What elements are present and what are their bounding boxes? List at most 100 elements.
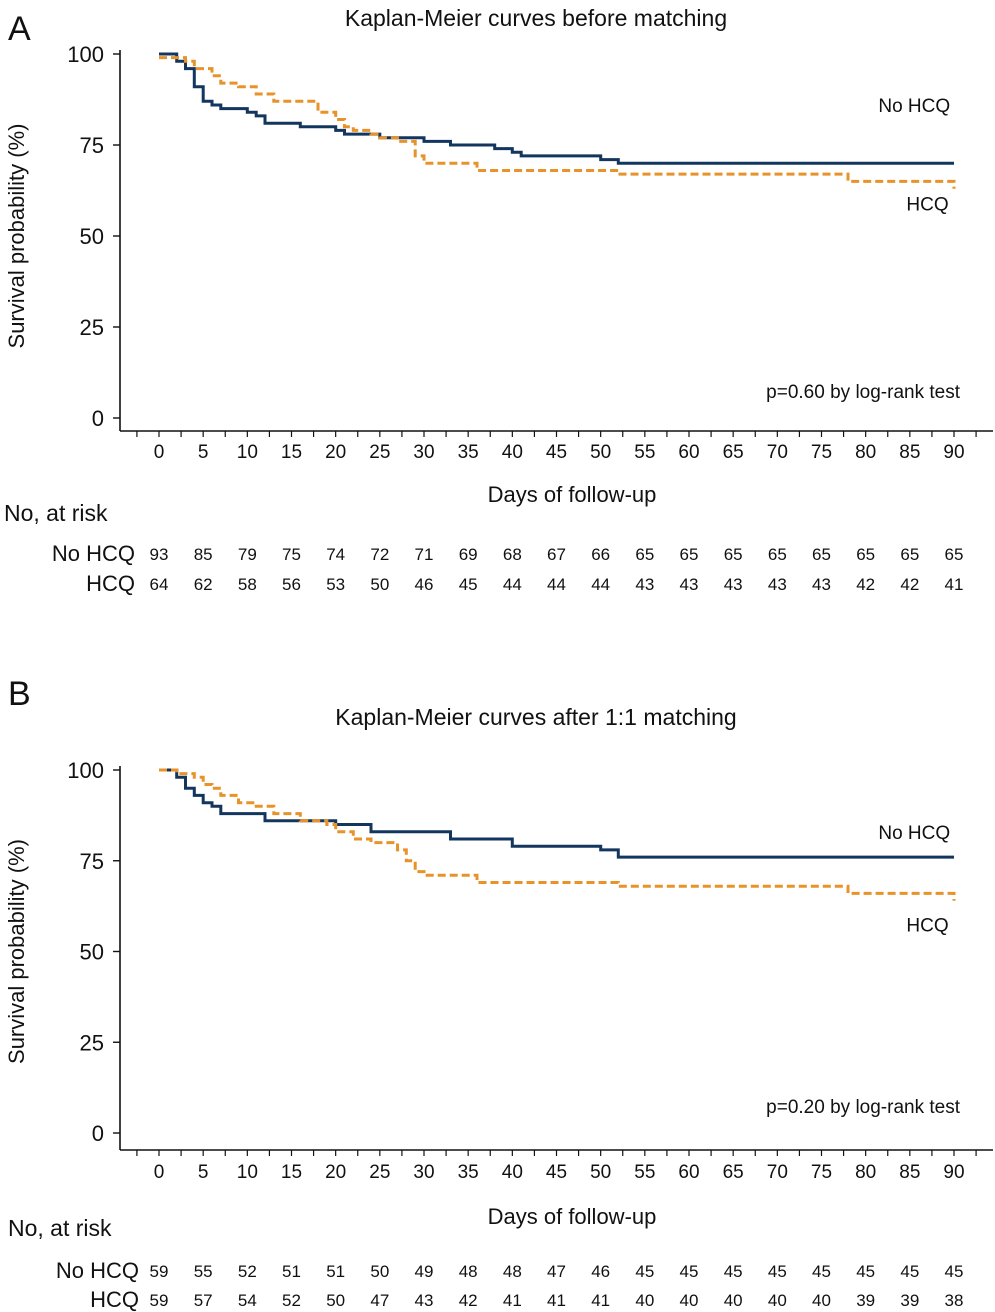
at-risk-value: 40: [680, 1291, 699, 1310]
x-tick-label: 25: [369, 1162, 390, 1183]
y-tick-label: 75: [80, 133, 104, 158]
at-risk-value: 41: [591, 1291, 610, 1310]
at-risk-value: 62: [194, 575, 213, 594]
at-risk-value: 52: [282, 1291, 301, 1310]
x-tick-label: 15: [281, 442, 302, 463]
at-risk-value: 68: [503, 545, 522, 564]
at-risk-value: 45: [680, 1262, 699, 1281]
at-risk-value: 45: [635, 1262, 654, 1281]
at-risk-value: 75: [282, 545, 301, 564]
x-tick-label: 60: [678, 442, 699, 463]
x-tick-label: 50: [590, 1162, 611, 1183]
at-risk-value: 67: [547, 545, 566, 564]
x-tick-label: 20: [325, 442, 346, 463]
x-tick-label: 20: [325, 1162, 346, 1183]
at-risk-value: 58: [238, 575, 257, 594]
at-risk-value: 65: [945, 545, 964, 564]
x-tick-label: 40: [502, 442, 523, 463]
at-risk-value: 55: [194, 1262, 213, 1281]
series-label: HCQ: [906, 916, 948, 937]
at-risk-value: 72: [370, 545, 389, 564]
x-tick-label: 90: [943, 442, 964, 463]
x-tick-label: 40: [502, 1162, 523, 1183]
y-tick-label: 75: [80, 849, 104, 874]
at-risk-value: 48: [503, 1262, 522, 1281]
at-risk-value: 41: [503, 1291, 522, 1310]
series-label: No HCQ: [878, 823, 950, 844]
y-tick-label: 25: [80, 1030, 104, 1055]
at-risk-value: 39: [856, 1291, 875, 1310]
at-risk-value: 49: [415, 1262, 434, 1281]
x-tick-label: 75: [811, 442, 832, 463]
at-risk-value: 41: [945, 575, 964, 594]
y-tick-label: 100: [67, 758, 104, 783]
at-risk-value: 65: [724, 545, 743, 564]
at-risk-value: 40: [635, 1291, 654, 1310]
chart-title: Kaplan-Meier curves after 1:1 matching: [335, 704, 736, 730]
at-risk-value: 39: [900, 1291, 919, 1310]
x-tick-label: 85: [899, 1162, 920, 1183]
at-risk-value: 65: [635, 545, 654, 564]
at-risk-value: 59: [150, 1262, 169, 1281]
x-tick-label: 70: [767, 442, 788, 463]
y-axis-label: Survival probability (%): [4, 839, 29, 1064]
at-risk-row-label: HCQ: [86, 571, 135, 596]
at-risk-value: 74: [326, 545, 345, 564]
at-risk-value: 65: [680, 545, 699, 564]
at-risk-value: 65: [856, 545, 875, 564]
p-value-annotation: p=0.20 by log-rank test: [766, 1097, 961, 1118]
at-risk-value: 52: [238, 1262, 257, 1281]
at-risk-value: 47: [547, 1262, 566, 1281]
series-label: No HCQ: [878, 96, 950, 117]
x-tick-label: 65: [723, 1162, 744, 1183]
at-risk-value: 66: [591, 545, 610, 564]
at-risk-value: 65: [812, 545, 831, 564]
x-tick-label: 60: [678, 1162, 699, 1183]
x-tick-label: 15: [281, 1162, 302, 1183]
at-risk-value: 43: [812, 575, 831, 594]
y-tick-label: 0: [92, 1121, 104, 1146]
at-risk-value: 40: [812, 1291, 831, 1310]
at-risk-value: 56: [282, 575, 301, 594]
at-risk-value: 43: [724, 575, 743, 594]
x-tick-label: 30: [413, 1162, 434, 1183]
at-risk-value: 45: [812, 1262, 831, 1281]
at-risk-value: 57: [194, 1291, 213, 1310]
at-risk-value: 42: [900, 575, 919, 594]
panel-letter: B: [8, 675, 31, 713]
x-tick-label: 75: [811, 1162, 832, 1183]
at-risk-value: 40: [724, 1291, 743, 1310]
x-tick-label: 0: [154, 1162, 165, 1183]
panel-a: A Kaplan-Meier curves before matching 0 25 5…: [4, 5, 993, 596]
x-tick-label: 90: [943, 1162, 964, 1183]
at-risk-value: 43: [768, 575, 787, 594]
x-tick-label: 65: [723, 442, 744, 463]
x-axis-label: Days of follow-up: [488, 1204, 657, 1229]
y-tick-label: 25: [80, 315, 104, 340]
at-risk-value: 93: [150, 545, 169, 564]
at-risk-value: 42: [459, 1291, 478, 1310]
x-tick-label: 50: [590, 442, 611, 463]
at-risk-value: 71: [415, 545, 434, 564]
x-tick-label: 45: [546, 1162, 567, 1183]
at-risk-header: No, at risk: [4, 500, 108, 526]
at-risk-value: 40: [768, 1291, 787, 1310]
at-risk-value: 45: [459, 575, 478, 594]
x-tick-label: 5: [198, 442, 209, 463]
series-line-hcq: [159, 56, 956, 189]
x-tick-label: 80: [855, 1162, 876, 1183]
at-risk-value: 45: [768, 1262, 787, 1281]
y-tick-label: 50: [80, 940, 104, 965]
at-risk-value: 53: [326, 575, 345, 594]
at-risk-value: 85: [194, 545, 213, 564]
at-risk-row-label: HCQ: [90, 1287, 139, 1312]
x-tick-label: 0: [154, 442, 165, 463]
at-risk-value: 51: [282, 1262, 301, 1281]
at-risk-value: 64: [150, 575, 169, 594]
at-risk-value: 50: [326, 1291, 345, 1310]
at-risk-row-label: No HCQ: [52, 541, 135, 566]
at-risk-value: 50: [370, 575, 389, 594]
at-risk-value: 44: [547, 575, 566, 594]
x-tick-label: 35: [458, 442, 479, 463]
x-tick-label: 5: [198, 1162, 209, 1183]
